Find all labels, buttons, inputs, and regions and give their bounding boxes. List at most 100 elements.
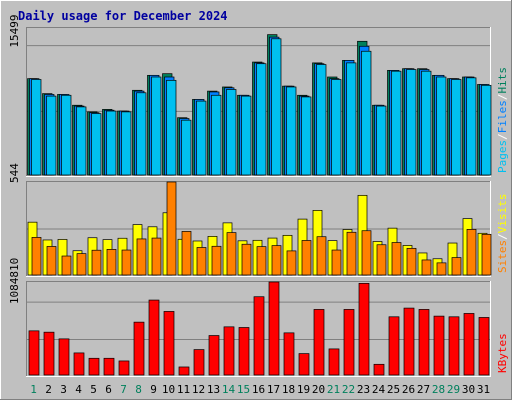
bar-visits-sites-day-6 [106,249,117,276]
panel-hits-ymax-label: 15499 [8,15,21,48]
bar-kbytes-kbytes-day-31 [478,317,490,376]
bar-kbytes-kbytes-day-24 [373,363,385,376]
x-tick-label-day-13: 13 [207,383,220,396]
x-tick-label-day-16: 16 [252,383,265,396]
bar-visits-sites-day-28 [436,262,447,276]
bar-hits-pages-day-29 [451,79,462,176]
legend-entry-hits-3: / [496,94,509,101]
bar-visits-sites-day-20 [316,236,327,276]
legend-entry-visits-0: Sites [496,240,509,273]
bar-visits-sites-day-3 [61,255,72,276]
bar-kbytes-kbytes-day-18 [283,332,295,376]
bar-kbytes-kbytes-day-9 [148,299,160,376]
panel-visits-legend: Sites/Visits [496,194,509,274]
bar-visits-sites-day-15 [241,243,252,276]
x-tick-label-day-12: 12 [192,383,205,396]
bar-hits-pages-day-25 [391,70,402,176]
bar-hits-pages-day-7 [121,111,132,176]
x-tick-label-day-23: 23 [357,383,370,396]
x-tick-label-day-27: 27 [417,383,430,396]
bar-hits-pages-day-15 [241,95,252,176]
bar-visits-sites-day-13 [211,245,222,276]
bar-visits-sites-day-26 [406,247,417,276]
bar-hits-pages-day-9 [151,76,162,176]
bar-hits-pages-day-14 [226,89,237,176]
bar-kbytes-kbytes-day-10 [163,311,175,376]
x-tick-label-day-18: 18 [282,383,295,396]
x-tick-label-day-3: 3 [60,383,67,396]
bar-kbytes-kbytes-day-19 [298,353,310,376]
x-tick-label-day-8: 8 [135,383,142,396]
legend-entry-kbytes-0: KBytes [496,333,509,373]
bar-visits-sites-day-19 [301,240,312,276]
x-tick-label-day-28: 28 [432,383,445,396]
panel-visits-ymax-label: 544 [8,163,21,183]
x-tick-label-day-25: 25 [387,383,400,396]
x-tick-label-day-26: 26 [402,383,415,396]
chart-title: Daily usage for December 2024 [18,9,228,23]
bar-kbytes-kbytes-day-14 [223,326,235,376]
bar-kbytes-kbytes-day-23 [358,282,370,376]
bar-hits-pages-day-21 [331,79,342,176]
bar-kbytes-kbytes-day-30 [463,313,475,376]
bar-visits-sites-day-2 [46,246,57,276]
bar-hits-pages-day-22 [346,62,357,176]
bar-hits-pages-day-12 [196,100,207,176]
bar-visits-sites-day-5 [91,249,102,276]
bar-visits-sites-day-22 [346,231,357,276]
x-tick-label-day-4: 4 [75,383,82,396]
bar-hits-pages-day-11 [181,119,192,176]
bar-hits-pages-day-10 [166,79,177,176]
bar-kbytes-kbytes-day-26 [403,307,415,376]
legend-entry-visits-1: / [496,233,509,240]
x-tick-label-day-11: 11 [177,383,190,396]
bar-hits-pages-day-6 [106,110,117,176]
bar-visits-sites-day-31 [481,233,492,276]
x-tick-label-day-7: 7 [120,383,127,396]
x-tick-label-day-22: 22 [342,383,355,396]
x-axis-ticks: 1 2 3 4 5 6 7 8 9 10 11 12 13 14 15 16 17 18 19 20 21 22 23 24 2… [30,383,490,396]
bar-visits-sites-day-27 [421,259,432,276]
x-tick-label-day-20: 20 [312,383,325,396]
bar-hits-pages-day-23 [361,50,372,176]
bar-kbytes-kbytes-day-21 [328,348,340,376]
legend-entry-visits-2: Visits [496,194,509,234]
x-tick-label-day-19: 19 [297,383,310,396]
x-tick-label-day-6: 6 [105,383,112,396]
x-tick-label-day-29: 29 [447,383,460,396]
bar-visits-sites-day-23 [361,230,372,276]
bar-kbytes-kbytes-day-5 [88,357,100,376]
legend-entry-hits-2: Files [496,100,509,133]
bar-hits-pages-day-30 [466,77,477,176]
bar-visits-sites-day-8 [136,238,147,276]
bar-hits-pages-day-18 [286,86,297,176]
x-tick-label-day-10: 10 [162,383,175,396]
bar-hits-pages-day-8 [136,92,147,176]
bar-hits-pages-day-20 [316,64,327,176]
bar-kbytes-kbytes-day-4 [73,352,85,376]
bar-visits-sites-day-30 [466,229,477,276]
x-tick-label-day-17: 17 [267,383,280,396]
chart-panels: 15499Pages/Files/Hits544Sites/Visits1084… [8,15,509,377]
bar-kbytes-kbytes-day-15 [238,327,250,376]
bar-kbytes-kbytes-day-17 [268,281,280,376]
bar-kbytes-kbytes-day-11 [178,366,190,376]
bar-kbytes-kbytes-day-7 [118,360,130,376]
panel-kbytes-legend: KBytes [496,333,509,373]
bar-hits-pages-day-19 [301,96,312,176]
bar-visits-sites-day-4 [76,253,87,276]
legend-entry-hits-0: Pages [496,140,509,173]
panel-visits: 544 Sites/Visits [8,163,509,277]
bar-hits-pages-day-2 [46,95,57,176]
panel-hits-legend: Pages/Files/Hits [496,67,509,173]
x-tick-label-day-2: 2 [45,383,52,396]
legend-entry-hits-4: Hits [496,67,509,94]
bar-hits-pages-day-17 [271,38,282,176]
legend-entry-hits-1: / [496,133,509,140]
x-tick-label-day-15: 15 [237,383,250,396]
bar-hits-pages-day-1 [31,79,42,176]
bar-visits-sites-day-7 [121,249,132,276]
bar-kbytes-kbytes-day-25 [388,316,400,376]
